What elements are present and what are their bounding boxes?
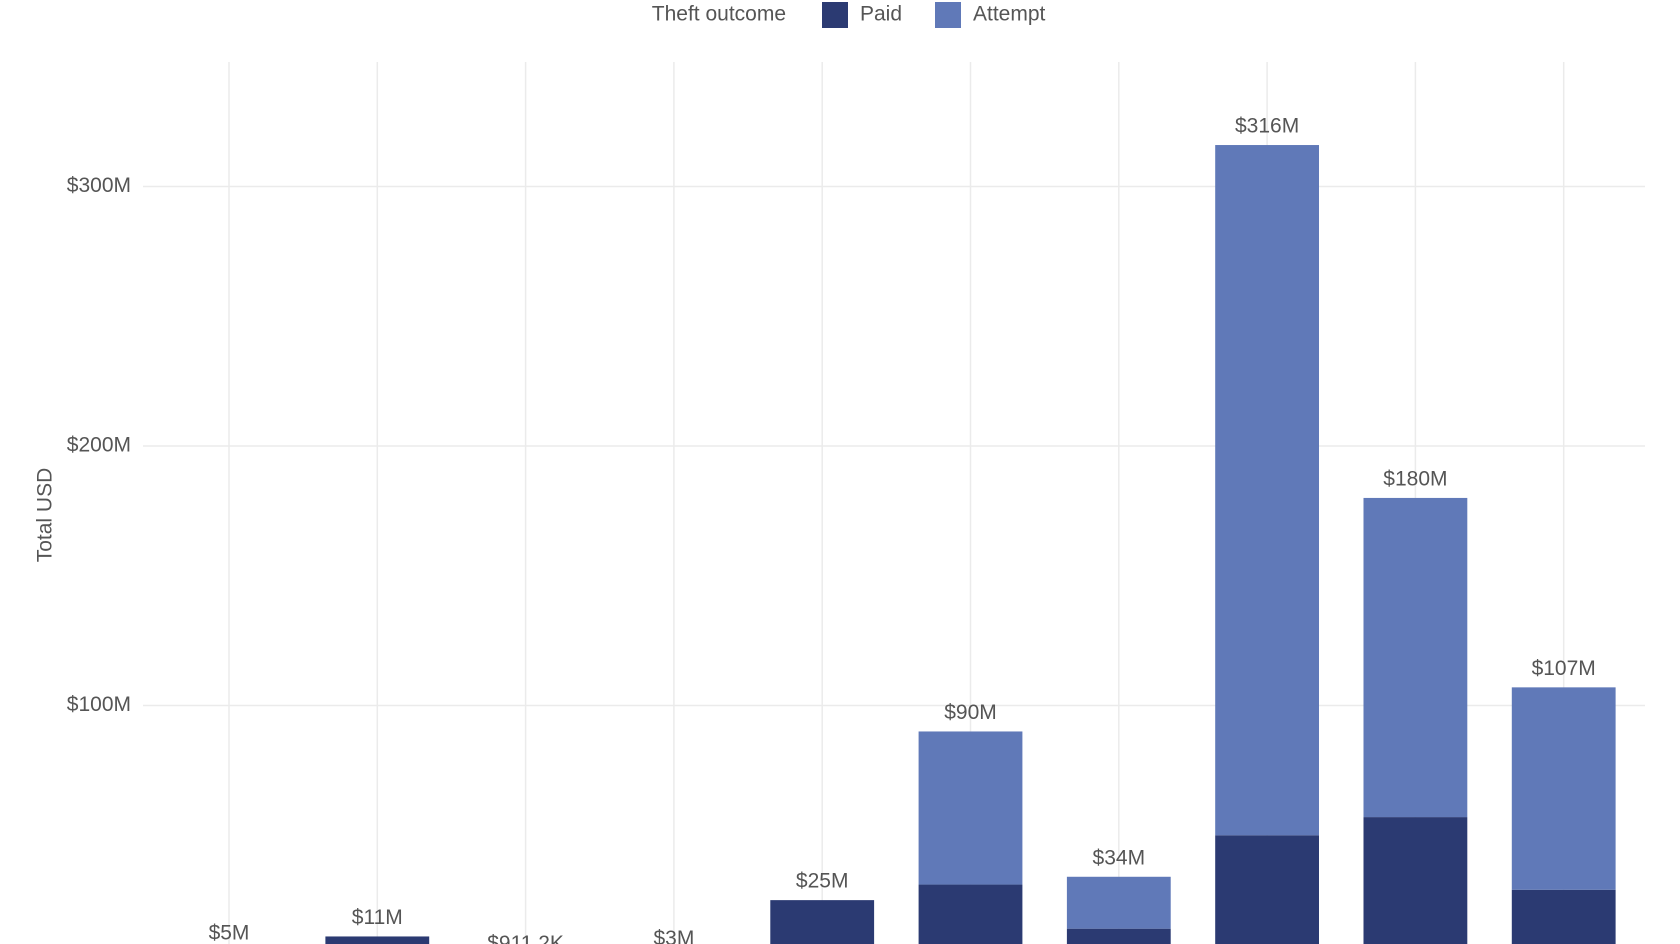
- bar-segment: [1511, 687, 1616, 890]
- bar-segment: [918, 884, 1023, 944]
- y-tick-label: $100M: [67, 693, 131, 716]
- legend-label: Attempt: [973, 3, 1046, 26]
- bar-segment: [1066, 928, 1171, 944]
- legend-swatch: [822, 2, 848, 28]
- value-label: $5M: [209, 922, 250, 944]
- value-label: $180M: [1383, 467, 1447, 490]
- bar-segment: [1511, 889, 1616, 944]
- bar-segment: [770, 900, 875, 944]
- y-tick-label: $300M: [67, 174, 131, 197]
- bar-segment: [918, 731, 1023, 885]
- legend-label: Paid: [860, 3, 902, 26]
- y-tick-label: $200M: [67, 434, 131, 457]
- bar-segment: [1215, 145, 1320, 836]
- value-label: $25M: [796, 870, 849, 893]
- bar-segment: [1215, 835, 1320, 944]
- bar-segment: [1066, 876, 1171, 929]
- value-label: $3M: [653, 927, 694, 944]
- value-label: $316M: [1235, 115, 1299, 138]
- bar-segment: [325, 936, 430, 944]
- legend-swatch: [935, 2, 961, 28]
- value-label: $911.2K: [487, 932, 564, 944]
- bar-segment: [1363, 497, 1468, 818]
- value-label: $34M: [1093, 846, 1146, 869]
- value-label: $90M: [944, 701, 997, 724]
- bar-segment: [1363, 817, 1468, 944]
- legend-title: Theft outcome: [652, 3, 786, 26]
- y-axis-title: Total USD: [34, 468, 57, 563]
- value-label: $107M: [1532, 657, 1596, 680]
- value-label: $11M: [352, 906, 403, 929]
